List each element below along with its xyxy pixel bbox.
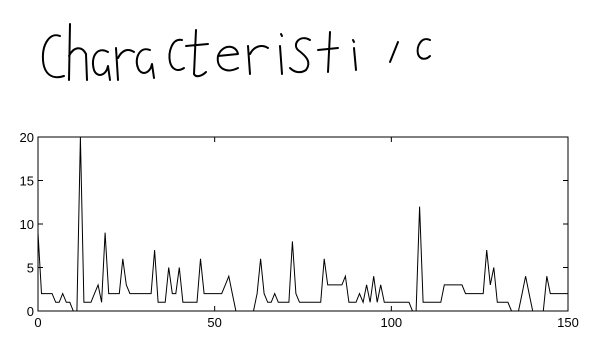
- stroke-i2: [352, 39, 357, 71]
- x-tick-label: 50: [207, 315, 221, 330]
- stroke-r2: [247, 45, 269, 75]
- tick-marks: [37, 136, 569, 312]
- stroke-c2: [168, 38, 185, 71]
- x-tick-label: 100: [380, 315, 402, 330]
- stroke-i1: [279, 33, 283, 75]
- stroke-t2: [317, 31, 339, 73]
- y-tick-label: 5: [27, 261, 34, 276]
- stroke-c3: [416, 38, 431, 60]
- series-line: [37, 136, 568, 312]
- y-tick-label: 0: [27, 304, 34, 319]
- stroke-a1: [92, 49, 111, 81]
- handwritten-word: [41, 23, 431, 81]
- x-tick-label: 150: [557, 315, 579, 330]
- stroke-c1: [41, 34, 65, 79]
- y-tick-label: 20: [20, 130, 34, 145]
- stroke-e1: [216, 45, 239, 72]
- stroke-t1: [185, 29, 209, 78]
- stroke-s: [289, 37, 311, 74]
- plot-area: [37, 136, 569, 312]
- tick-labels: 0 50 100 150 0 5 10 15 20: [20, 130, 579, 330]
- stroke-a2: [135, 48, 155, 79]
- stroke-h: [68, 23, 88, 81]
- stroke-slash: [389, 41, 399, 63]
- x-tick-label: 0: [34, 315, 41, 330]
- y-tick-label: 15: [20, 174, 34, 189]
- y-tick-label: 10: [20, 217, 34, 232]
- stroke-r1: [115, 47, 135, 81]
